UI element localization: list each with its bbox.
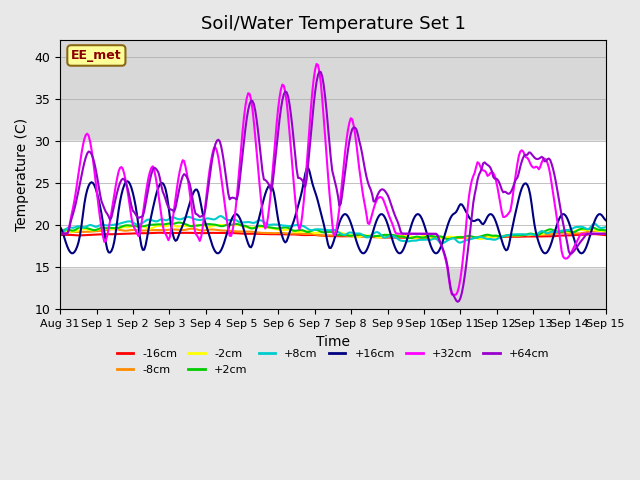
Line: -16cm: -16cm (60, 233, 605, 239)
+32cm (75, 169, 83, 175)
Title: Soil/Water Temperature Set 1: Soil/Water Temperature Set 1 (200, 15, 465, 33)
-8cm (427, 236, 435, 241)
-2cm (602, 229, 609, 235)
-8cm (75, 229, 83, 235)
+2cm (529, 231, 537, 237)
+8cm (600, 225, 608, 230)
-8cm (600, 228, 608, 233)
+8cm (75, 223, 83, 229)
-16cm (155, 230, 163, 236)
+16cm (600, 216, 608, 222)
Line: -8cm: -8cm (60, 228, 605, 239)
X-axis label: Time: Time (316, 335, 350, 349)
Line: -2cm: -2cm (60, 225, 605, 239)
+32cm (313, 61, 321, 67)
+2cm (339, 232, 346, 238)
Line: +8cm: +8cm (60, 216, 605, 243)
-2cm (447, 234, 454, 240)
Line: +16cm: +16cm (60, 168, 605, 253)
+2cm (175, 220, 182, 226)
+2cm (92, 227, 100, 233)
Line: +32cm: +32cm (60, 64, 605, 295)
+2cm (444, 236, 451, 242)
+32cm (529, 165, 537, 170)
+8cm (56, 228, 64, 234)
+64cm (529, 153, 537, 159)
-8cm (602, 228, 609, 233)
+32cm (602, 231, 609, 237)
-8cm (56, 229, 64, 235)
+8cm (438, 240, 446, 246)
-16cm (75, 232, 83, 238)
+64cm (75, 187, 83, 192)
-16cm (448, 235, 456, 241)
-2cm (216, 222, 223, 228)
+32cm (600, 231, 608, 237)
-2cm (477, 236, 484, 242)
+64cm (56, 231, 64, 237)
-16cm (56, 232, 64, 238)
+64cm (339, 192, 346, 197)
Bar (60, 141, 605, 267)
Legend: -16cm, -8cm, -2cm, +2cm, +8cm, +16cm, +32cm, +64cm: -16cm, -8cm, -2cm, +2cm, +8cm, +16cm, +3… (113, 345, 554, 379)
+64cm (602, 231, 609, 237)
+2cm (75, 225, 83, 230)
+16cm (447, 215, 454, 221)
-16cm (339, 233, 346, 239)
+32cm (92, 180, 100, 186)
-16cm (602, 232, 609, 238)
+16cm (56, 224, 64, 230)
+8cm (602, 224, 609, 230)
-2cm (339, 230, 346, 236)
+64cm (316, 69, 323, 75)
+16cm (75, 239, 83, 244)
+8cm (218, 213, 225, 219)
Y-axis label: Temperature (C): Temperature (C) (15, 118, 29, 231)
+8cm (339, 231, 346, 237)
+2cm (56, 229, 64, 235)
-2cm (600, 229, 608, 235)
-16cm (529, 234, 537, 240)
-16cm (92, 232, 100, 238)
Line: +2cm: +2cm (60, 223, 605, 239)
+8cm (529, 232, 537, 238)
+16cm (578, 251, 586, 256)
-16cm (431, 236, 438, 241)
Bar (60, 141, 605, 267)
+32cm (451, 292, 459, 298)
+8cm (92, 224, 100, 230)
+16cm (339, 214, 346, 219)
Text: EE_met: EE_met (71, 49, 122, 62)
-8cm (189, 226, 196, 231)
+64cm (447, 284, 454, 290)
-8cm (448, 235, 456, 241)
+16cm (92, 186, 100, 192)
+32cm (447, 287, 454, 292)
-2cm (75, 228, 83, 233)
-8cm (92, 228, 100, 234)
+16cm (602, 217, 609, 223)
+2cm (602, 228, 609, 233)
-8cm (339, 232, 346, 238)
+64cm (600, 231, 608, 237)
+2cm (600, 228, 608, 233)
+2cm (448, 236, 456, 241)
+32cm (56, 231, 64, 237)
+32cm (339, 178, 346, 183)
-8cm (529, 232, 537, 238)
-2cm (56, 228, 64, 234)
+64cm (454, 299, 461, 305)
+64cm (92, 167, 100, 172)
-2cm (92, 227, 100, 233)
+8cm (448, 235, 456, 241)
+16cm (304, 165, 312, 170)
Line: +64cm: +64cm (60, 72, 605, 302)
-16cm (600, 232, 608, 238)
+16cm (528, 202, 536, 207)
-2cm (529, 232, 537, 238)
